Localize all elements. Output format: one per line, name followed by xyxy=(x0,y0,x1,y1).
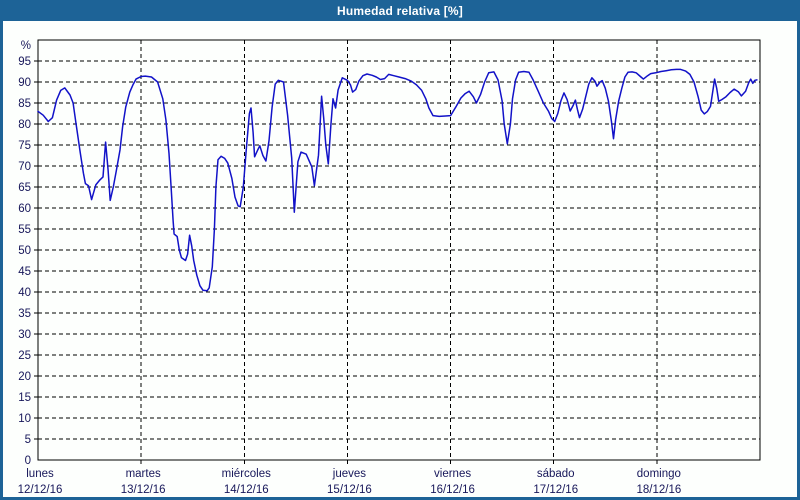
x-day-date-label: 14/12/16 xyxy=(224,484,269,496)
x-day-date-label: 15/12/16 xyxy=(327,484,372,496)
x-day-date-label: 12/12/16 xyxy=(18,484,63,496)
x-day-name-label: sábado xyxy=(537,468,575,480)
y-tick-label: 20 xyxy=(18,371,31,383)
y-tick-label: 55 xyxy=(18,224,31,236)
y-tick-label: 85 xyxy=(18,98,31,110)
chart-area: 0 5 10 15 20 25 30 35 40 45 50 55 60 65 70 75 80 85 90 95% l… xyxy=(3,21,797,497)
y-tick-label: 35 xyxy=(18,308,31,320)
chart-title: Humedad relativa [%] xyxy=(336,3,464,18)
y-tick-label: 80 xyxy=(18,119,31,131)
x-day-name-label: viernes xyxy=(434,468,471,480)
humidity-series-line xyxy=(37,68,758,292)
y-tick-label: 0 xyxy=(25,455,31,467)
y-tick-label: 95 xyxy=(18,56,31,68)
y-tick-label: 10 xyxy=(18,413,31,425)
y-axis-unit-label: % xyxy=(21,40,31,52)
y-tick-label: 15 xyxy=(18,392,31,404)
y-tick-label: 25 xyxy=(18,350,31,362)
x-day-name-label: miércoles xyxy=(222,468,271,480)
humidity-line-chart: 0 5 10 15 20 25 30 35 40 45 50 55 60 65 70 75 80 85 90 95% l… xyxy=(18,39,761,496)
y-tick-label: 5 xyxy=(25,434,31,446)
y-tick-label: 40 xyxy=(18,287,31,299)
y-tick-label: 65 xyxy=(18,182,31,194)
x-day-date-label: 13/12/16 xyxy=(121,484,166,496)
x-day-name-label: jueves xyxy=(332,468,366,480)
y-tick-label: 30 xyxy=(18,329,31,341)
y-tick-label: 50 xyxy=(18,245,31,257)
y-tick-label: 60 xyxy=(18,203,31,215)
title-bar: Humedad relativa [%] xyxy=(0,0,800,21)
x-day-name-label: martes xyxy=(126,468,161,480)
y-tick-label: 75 xyxy=(18,140,31,152)
x-day-name-label: domingo xyxy=(637,468,681,480)
y-tick-label: 90 xyxy=(18,77,31,89)
x-day-date-label: 17/12/16 xyxy=(533,484,578,496)
y-tick-label: 45 xyxy=(18,266,31,278)
x-day-date-label: 16/12/16 xyxy=(430,484,475,496)
x-day-name-label: lunes xyxy=(26,468,54,480)
y-tick-label: 70 xyxy=(18,161,31,173)
x-day-date-label: 18/12/16 xyxy=(636,484,681,496)
